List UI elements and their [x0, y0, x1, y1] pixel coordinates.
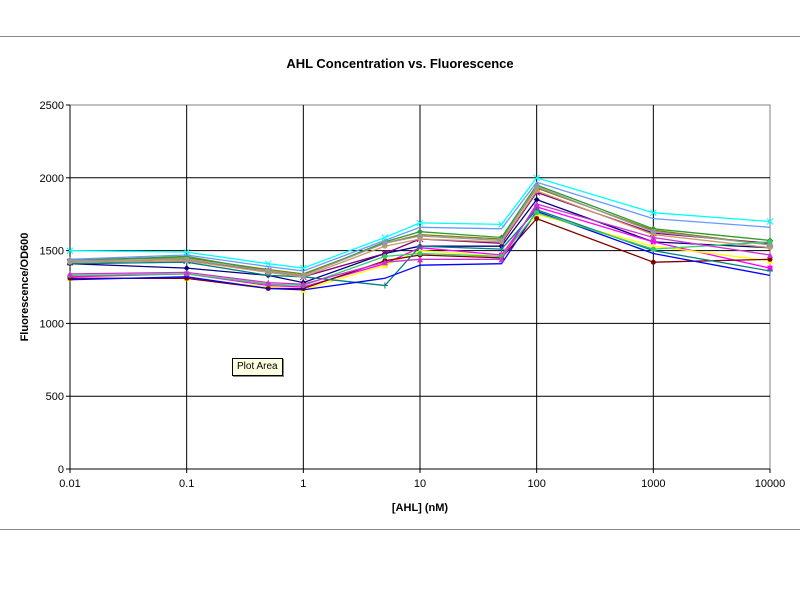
x-axis-title: [AHL] (nM)	[392, 502, 449, 514]
data-point	[66, 247, 74, 254]
data-point	[652, 218, 654, 220]
series-line-4	[69, 177, 771, 269]
data-point	[652, 253, 654, 255]
series-line-15	[69, 203, 771, 285]
data-point	[767, 242, 773, 248]
data-point	[650, 259, 656, 265]
data-point	[499, 237, 505, 243]
data-point	[501, 228, 503, 230]
data-point	[767, 251, 773, 258]
data-point	[649, 209, 657, 217]
x-tick-label: 0.01	[59, 478, 80, 490]
data-point	[382, 253, 388, 259]
data-point	[498, 256, 505, 263]
plot-area-tooltip: Plot Area	[232, 358, 283, 376]
data-point	[533, 174, 541, 182]
data-point	[419, 226, 421, 228]
y-tick-label: 1500	[40, 246, 64, 258]
series-layer	[66, 174, 774, 293]
x-tick-label: 10	[414, 478, 426, 490]
series-12	[67, 184, 773, 278]
series-15	[67, 201, 773, 288]
y-tick-label: 1000	[40, 318, 64, 330]
data-point	[67, 270, 73, 277]
data-point	[419, 264, 421, 266]
chart-title: AHL Concentration vs. Fluorescence	[286, 56, 513, 71]
data-point	[183, 269, 190, 276]
data-point	[769, 226, 771, 228]
data-point	[267, 287, 269, 289]
data-point	[265, 279, 272, 286]
data-point	[650, 229, 656, 235]
data-point	[417, 233, 423, 239]
series-line-7	[69, 209, 771, 287]
data-point	[381, 282, 388, 289]
data-point	[381, 259, 388, 266]
data-point	[267, 266, 269, 268]
data-point	[302, 289, 304, 291]
data-point	[69, 279, 71, 281]
data-point	[767, 256, 773, 262]
data-point	[534, 216, 540, 222]
series-line-8	[69, 210, 771, 291]
data-point	[769, 274, 771, 276]
axis-ticks: 0 500 1000 1500 2000 2500 0.01 0.1 1 10 100 1000 100…	[40, 100, 786, 490]
data-point	[536, 181, 538, 183]
data-point	[417, 251, 423, 257]
series-line-10	[69, 184, 771, 277]
data-point	[650, 239, 656, 245]
y-axis-title: Fluorescence/OD600	[19, 233, 31, 342]
chart-svg[interactable]: AHL Concentration vs. Fluorescence 0 500 1…	[0, 37, 800, 531]
data-point	[533, 196, 540, 203]
data-point	[300, 281, 307, 288]
data-point	[302, 270, 304, 272]
data-point	[300, 272, 306, 278]
data-point	[417, 256, 423, 263]
data-point	[767, 267, 773, 274]
data-point	[69, 258, 71, 260]
y-tick-label: 0	[58, 464, 64, 476]
series-13	[69, 181, 771, 272]
data-point	[501, 263, 503, 265]
x-tick-label: 10000	[755, 478, 786, 490]
x-tick-label: 0.1	[179, 478, 194, 490]
data-point	[417, 243, 423, 250]
data-point	[417, 228, 423, 235]
x-tick-label: 1000	[641, 478, 665, 490]
series-line-12	[69, 185, 771, 277]
x-tick-label: 1	[300, 478, 306, 490]
data-point	[534, 188, 540, 194]
data-point	[384, 277, 386, 279]
y-tick-label: 2000	[40, 173, 64, 185]
series-8	[69, 210, 771, 291]
data-point	[382, 240, 388, 246]
data-point	[183, 248, 191, 256]
chart-frame[interactable]: AHL Concentration vs. Fluorescence 0 500 1…	[0, 36, 800, 530]
series-line-14	[69, 211, 771, 287]
data-point	[67, 258, 73, 264]
series-line-13	[69, 181, 771, 272]
data-point	[650, 246, 656, 252]
data-point	[767, 239, 773, 245]
data-point	[533, 201, 540, 208]
data-point	[416, 219, 424, 227]
data-point	[183, 265, 190, 272]
data-point	[534, 210, 540, 216]
x-tick-label: 100	[527, 478, 545, 490]
series-line-2	[69, 206, 771, 288]
data-point	[265, 268, 271, 274]
series-line-11	[69, 190, 771, 278]
data-point	[534, 184, 540, 190]
data-point	[384, 239, 386, 241]
series-line-6	[70, 217, 771, 290]
data-point	[650, 234, 657, 241]
data-point	[186, 254, 188, 256]
data-point	[498, 246, 505, 253]
data-point	[184, 256, 190, 262]
y-tick-label: 500	[46, 391, 64, 403]
data-point	[766, 218, 774, 225]
y-tick-label: 2500	[40, 100, 64, 112]
